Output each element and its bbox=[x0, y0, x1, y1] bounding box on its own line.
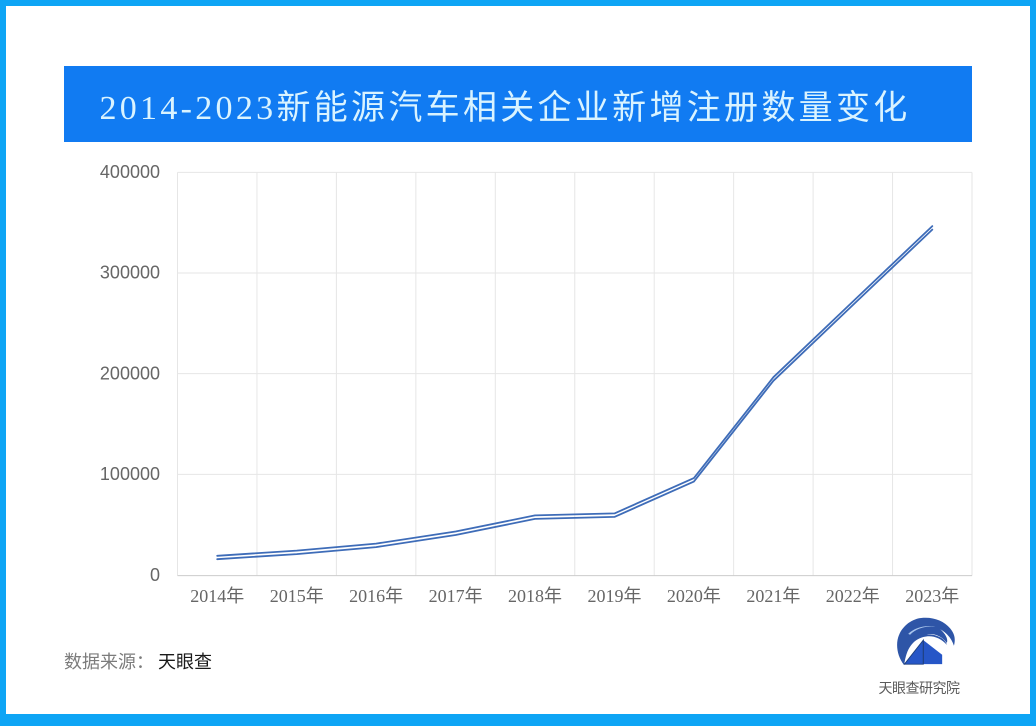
svg-text:2022年: 2022年 bbox=[826, 586, 880, 606]
svg-text:2017年: 2017年 bbox=[429, 586, 483, 606]
svg-text:2018年: 2018年 bbox=[508, 586, 562, 606]
svg-text:2021年: 2021年 bbox=[746, 586, 800, 606]
svg-text:2019年: 2019年 bbox=[588, 586, 642, 606]
svg-text:100000: 100000 bbox=[100, 464, 160, 484]
svg-text:2014年: 2014年 bbox=[190, 586, 244, 606]
svg-text:0: 0 bbox=[150, 565, 160, 585]
svg-text:2020年: 2020年 bbox=[667, 586, 721, 606]
svg-text:2016年: 2016年 bbox=[349, 586, 403, 606]
svg-text:2015年: 2015年 bbox=[270, 586, 324, 606]
svg-text:300000: 300000 bbox=[100, 263, 160, 283]
svg-text:200000: 200000 bbox=[100, 363, 160, 383]
svg-text:2023年: 2023年 bbox=[905, 586, 959, 606]
svg-text:400000: 400000 bbox=[100, 162, 160, 182]
